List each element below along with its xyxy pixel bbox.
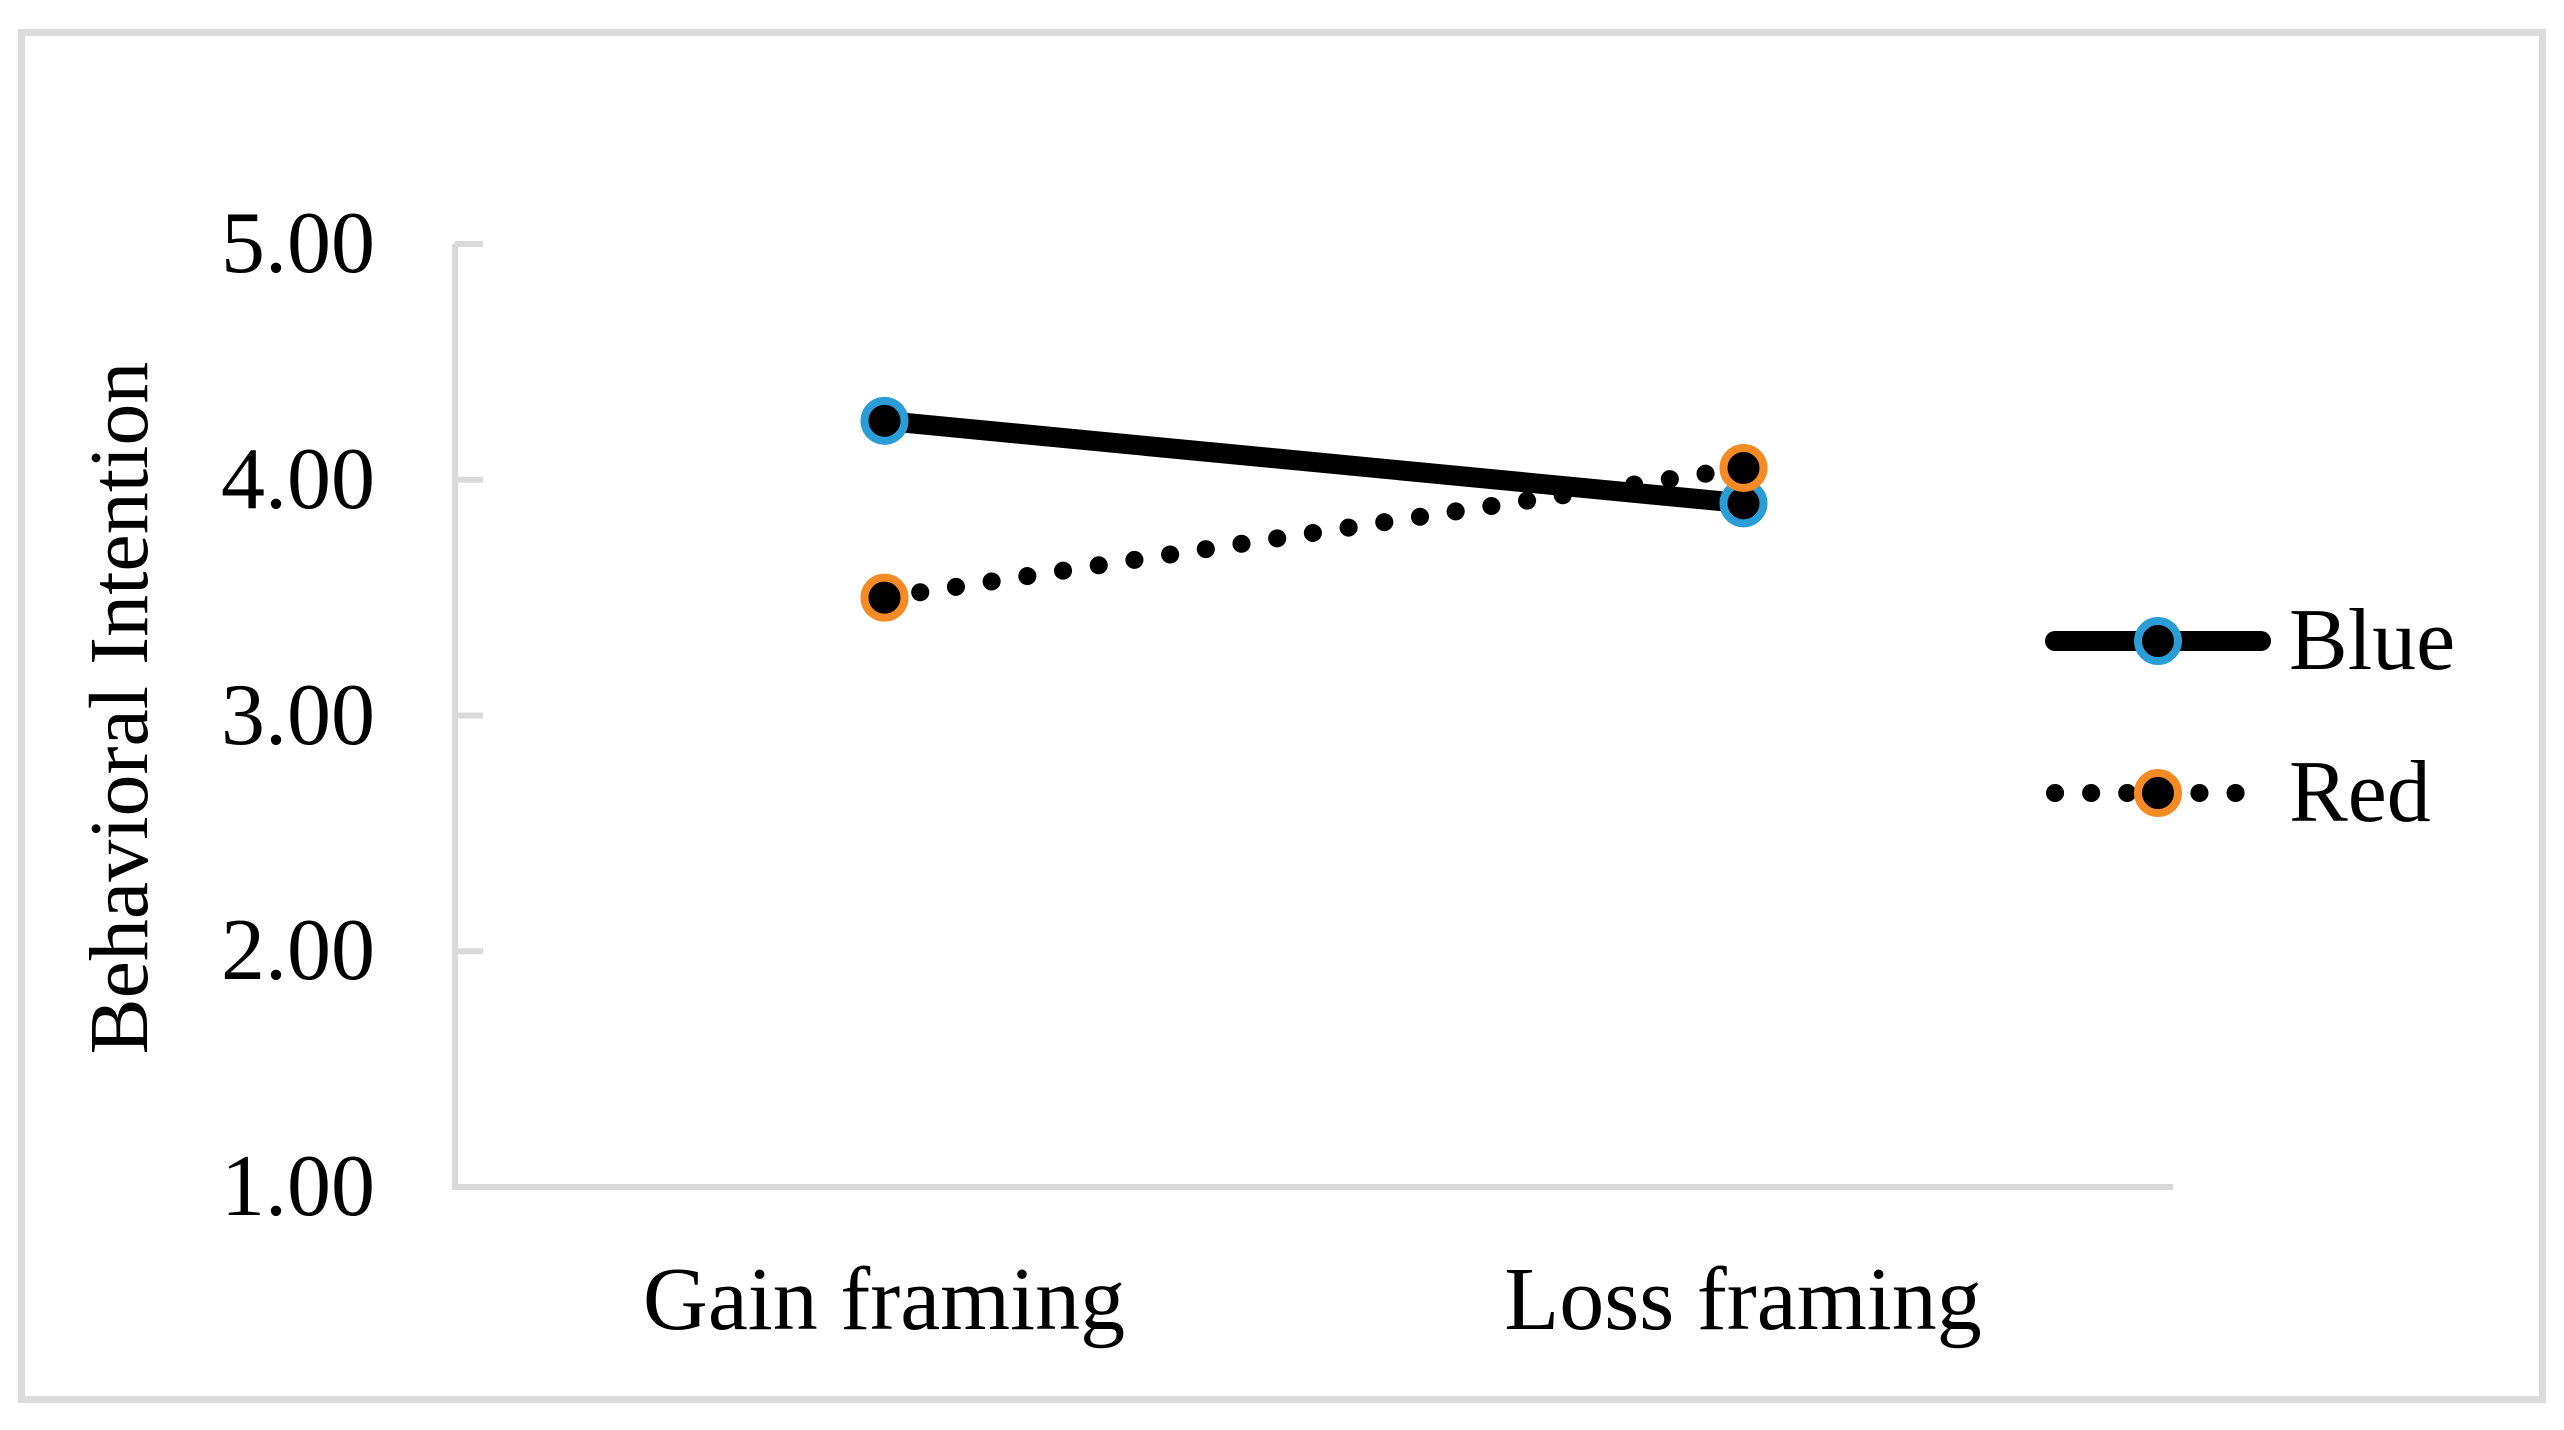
y-tick-label-5: 5.00 xyxy=(221,195,375,292)
y-axis-title: Behavioral Intention xyxy=(73,361,166,1055)
data-point-red-loss xyxy=(1719,443,1768,492)
legend-item-red: Red xyxy=(2045,749,2431,837)
series-line-red xyxy=(875,458,1753,607)
legend-marker-blue xyxy=(2134,617,2182,665)
y-tick-label-1: 1.00 xyxy=(221,1138,375,1235)
y-tick-label-3: 3.00 xyxy=(221,667,375,764)
x-category-label-gain: Gain framing xyxy=(642,1250,1126,1349)
legend-label-blue: Blue xyxy=(2289,592,2456,689)
x-category-label-loss: Loss framing xyxy=(1504,1250,1982,1349)
figure-border xyxy=(18,29,2546,1403)
legend-line-blue-icon xyxy=(2045,617,2271,665)
legend-line-red-icon xyxy=(2046,769,2270,817)
legend-label-red: Red xyxy=(2289,744,2431,841)
series-line-blue xyxy=(874,410,1754,514)
data-point-blue-gain xyxy=(860,396,909,445)
y-tick-label-4: 4.00 xyxy=(221,431,375,528)
axis-lines xyxy=(452,244,2173,1190)
legend-marker-red xyxy=(2134,769,2182,817)
legend-item-blue: Blue xyxy=(2045,597,2455,685)
y-tick-label-2: 2.00 xyxy=(221,902,375,999)
data-point-red-gain xyxy=(860,573,909,622)
